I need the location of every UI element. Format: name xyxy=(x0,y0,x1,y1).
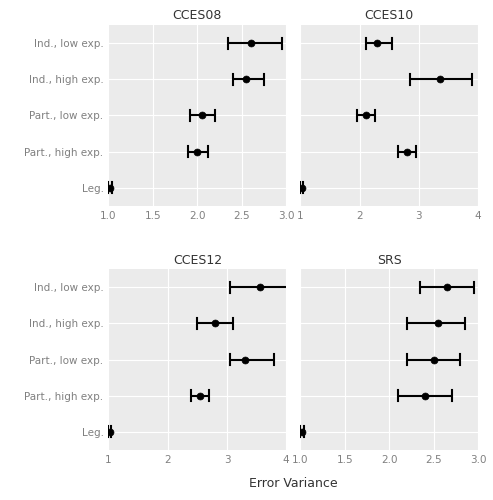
Title: CCES10: CCES10 xyxy=(365,10,414,22)
Title: CCES08: CCES08 xyxy=(173,10,222,22)
Title: SRS: SRS xyxy=(377,254,402,266)
Title: CCES12: CCES12 xyxy=(173,254,222,266)
Text: Error Variance: Error Variance xyxy=(249,477,338,490)
